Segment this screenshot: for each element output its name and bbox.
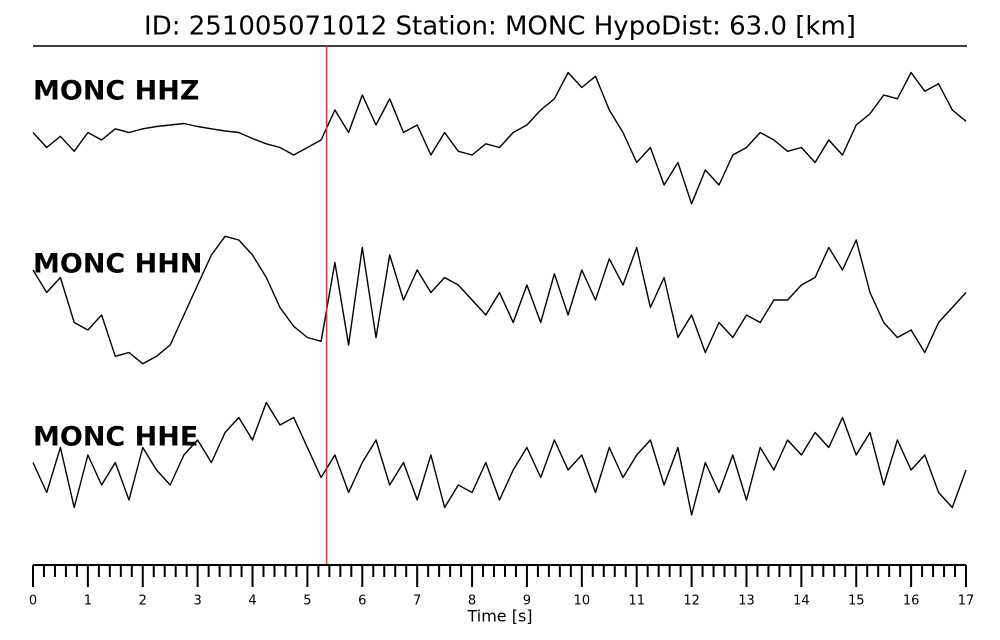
x-tick-label: 12	[683, 594, 700, 609]
x-tick-label: 6	[358, 594, 366, 609]
x-tick-label: 7	[413, 594, 421, 609]
x-tick-label: 16	[903, 594, 920, 609]
waveform	[32, 401, 967, 516]
x-tick-label: 0	[29, 594, 37, 609]
x-tick-label: 14	[793, 594, 810, 609]
x-tick-label: 2	[139, 594, 147, 609]
x-axis-label: Time [s]	[466, 607, 532, 626]
x-tick-label: 4	[248, 594, 256, 609]
trace-label: MONC HHN	[33, 249, 202, 280]
x-tick-label: 11	[628, 594, 645, 609]
waveform	[32, 71, 967, 205]
x-tick-label: 5	[303, 594, 311, 609]
x-tick-label: 10	[574, 594, 591, 609]
x-tick-label: 3	[194, 594, 202, 609]
x-tick-label: 8	[468, 594, 476, 609]
x-tick-label: 9	[523, 594, 531, 609]
x-tick-label: 15	[848, 594, 865, 609]
x-tick-label: 1	[84, 594, 92, 609]
x-tick-label: 17	[958, 594, 975, 609]
waveform	[32, 235, 967, 365]
chart-title: ID: 251005071012 Station: MONC HypoDist:…	[144, 12, 856, 42]
trace-label: MONC HHZ	[33, 76, 199, 107]
trace-label: MONC HHE	[33, 422, 198, 453]
x-tick-label: 13	[738, 594, 755, 609]
